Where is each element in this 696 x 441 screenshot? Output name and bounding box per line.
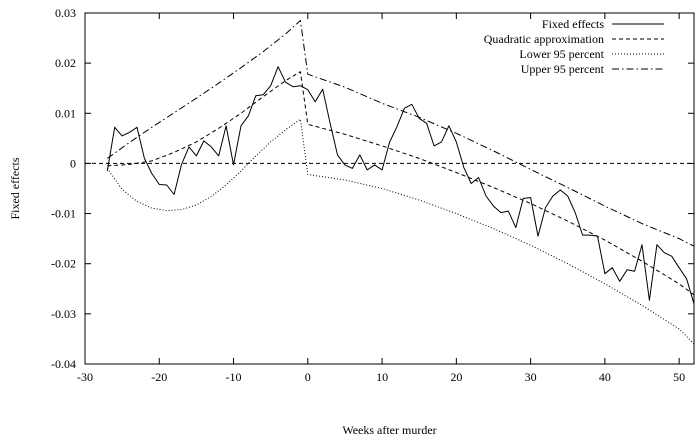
ticks-layer: -30 -20 -10 0 10 20 30 40 50 -0.04 -0.03 -0.02 -0.01… [51, 6, 694, 384]
x-tick-label: -10 [226, 370, 242, 384]
legend-label: Quadratic approximation [484, 32, 604, 46]
y-tick-label: 0.02 [55, 56, 76, 70]
series-layer [106, 20, 695, 345]
x-tick-label: -30 [77, 370, 93, 384]
x-axis-title: Weeks after murder [342, 423, 436, 437]
y-tick-label: -0.03 [51, 307, 76, 321]
series-line-lower-95-percent [106, 118, 695, 345]
y-tick-label: 0 [70, 156, 76, 170]
y-tick-label: 0.01 [55, 106, 76, 120]
legend-label: Fixed effects [542, 17, 604, 31]
series-line-fixed-effects [106, 66, 695, 304]
x-tick-label: 10 [376, 370, 388, 384]
x-tick-label: 0 [305, 370, 311, 384]
x-tick-label: 40 [599, 370, 611, 384]
x-tick-label: 20 [450, 370, 462, 384]
y-axis-title: Fixed effects [8, 157, 22, 219]
x-tick-label: 30 [525, 370, 537, 384]
y-tick-label: -0.02 [51, 257, 76, 271]
y-tick-label: -0.01 [51, 207, 76, 221]
series-line-quadratic-approximation [107, 71, 695, 296]
x-tick-label: -20 [151, 370, 167, 384]
legend-label: Upper 95 percent [521, 62, 605, 76]
legend-label: Lower 95 percent [519, 47, 604, 61]
plot-frame [84, 12, 695, 365]
y-tick-label: 0.03 [55, 6, 76, 20]
y-tick-label: -0.04 [51, 357, 76, 371]
series-line-upper-95-percent [107, 20, 695, 247]
x-tick-label: 50 [673, 370, 685, 384]
